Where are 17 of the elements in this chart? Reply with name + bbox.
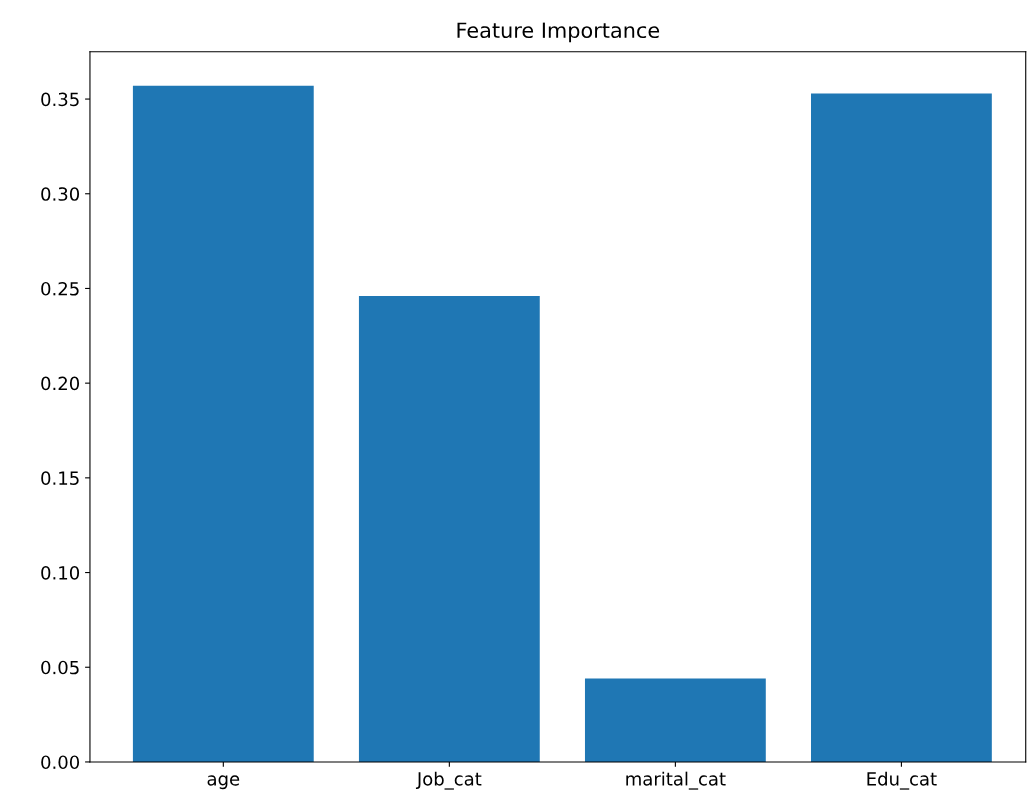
y-tick-label: 0.20 xyxy=(41,376,80,391)
bar xyxy=(358,296,540,762)
y-tick-label: 0.30 xyxy=(41,187,80,201)
y-tick-label: 0.15 xyxy=(41,471,79,485)
y-tick-label: 0.05 xyxy=(41,660,79,675)
bar xyxy=(584,678,766,762)
y-tick-label: 0.00 xyxy=(41,755,80,770)
y-tick-label: 0.10 xyxy=(41,566,80,580)
y-tick-label: 0.25 xyxy=(41,281,79,296)
chart-title: Feature Importance xyxy=(457,22,660,43)
x-tick-label: age xyxy=(207,775,240,790)
bar xyxy=(811,93,992,762)
bar xyxy=(132,85,314,762)
x-tick-label: marital_cat xyxy=(626,771,726,790)
y-tick-label: 0.35 xyxy=(41,92,79,107)
x-tick-label: Job_cat xyxy=(415,771,482,790)
x-tick-label: Edu_cat xyxy=(867,771,937,790)
